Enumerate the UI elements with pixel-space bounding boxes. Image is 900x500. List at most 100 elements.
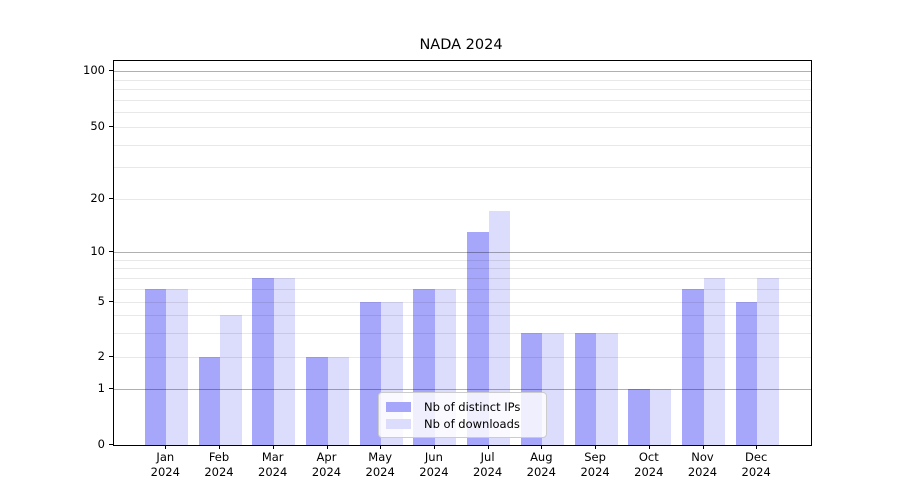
x-tick-month: Feb	[208, 450, 230, 464]
x-tick-label: Oct 2024	[617, 450, 681, 480]
bar-distinct-ips-mar	[252, 277, 274, 445]
bar-distinct-ips-apr	[306, 357, 328, 445]
x-tick-year: 2024	[580, 465, 610, 479]
gridline-major	[114, 389, 811, 390]
gridline-minor	[114, 89, 811, 90]
gridline-minor	[114, 315, 811, 316]
bar-distinct-ips-nov	[682, 288, 704, 445]
x-tick-year: 2024	[258, 465, 288, 479]
y-tick-label: 0	[97, 437, 105, 451]
x-tick-month: Oct	[638, 450, 659, 464]
legend-swatch-downloads	[386, 419, 411, 430]
plot-area	[113, 60, 812, 446]
bar-distinct-ips-may	[359, 302, 382, 445]
gridline-major	[114, 71, 811, 72]
x-tick-year: 2024	[419, 465, 449, 479]
x-tick-label: May 2024	[348, 450, 412, 480]
x-tick-year: 2024	[741, 465, 771, 479]
x-tick-mark	[219, 445, 220, 449]
gridline-minor	[114, 145, 811, 146]
x-tick-year: 2024	[204, 465, 234, 479]
x-tick-mark	[648, 445, 650, 449]
legend: Nb of distinct IPs Nb of downloads	[378, 392, 547, 438]
x-tick-label: Jan 2024	[133, 450, 197, 480]
gridline-minor	[114, 302, 811, 303]
y-tick-mark	[109, 251, 113, 252]
x-tick-label: Jun 2024	[402, 450, 466, 480]
gridline-minor	[114, 199, 811, 200]
x-tick-month: Nov	[691, 450, 714, 464]
y-tick-label: 1	[97, 381, 105, 395]
gridline-major	[114, 252, 811, 253]
x-tick-month: Mar	[261, 450, 284, 464]
x-tick-mark	[702, 445, 704, 449]
gridline-minor	[114, 127, 811, 128]
y-tick-mark	[109, 198, 113, 199]
y-tick-label: 2	[97, 349, 105, 363]
x-tick-label: Jul 2024	[456, 450, 520, 480]
gridline-minor	[114, 289, 811, 290]
x-tick-label: Nov 2024	[671, 450, 735, 480]
x-tick-label: Apr 2024	[295, 450, 359, 480]
y-tick-mark	[109, 356, 113, 357]
legend-swatch-distinct-ips	[386, 401, 411, 412]
x-tick-label: Aug 2024	[509, 450, 573, 480]
bar-downloads-dec	[757, 277, 779, 445]
x-tick-label: Dec 2024	[724, 450, 788, 480]
bar-downloads-oct	[649, 389, 672, 445]
x-tick-mark	[595, 445, 597, 449]
y-tick-mark	[109, 444, 113, 445]
legend-label-downloads: Nb of downloads	[424, 417, 520, 432]
y-tick-label: 100	[83, 63, 105, 77]
bar-distinct-ips-jan	[144, 288, 167, 445]
x-tick-year: 2024	[472, 465, 503, 479]
bar-distinct-ips-jul	[467, 231, 489, 445]
gridline-minor	[114, 278, 811, 279]
x-tick-year: 2024	[634, 465, 664, 479]
y-tick-label: 5	[97, 294, 105, 308]
bar-downloads-mar	[273, 277, 296, 445]
x-tick-mark	[756, 445, 758, 449]
legend-label-distinct-ips: Nb of distinct IPs	[424, 399, 521, 414]
bar-downloads-aug	[542, 332, 564, 445]
x-tick-mark	[326, 445, 328, 449]
x-tick-year: 2024	[311, 465, 342, 479]
gridline-minor	[114, 357, 811, 358]
x-tick-mark	[272, 445, 274, 449]
bar-distinct-ips-sep	[574, 332, 597, 445]
gridline-minor	[114, 167, 811, 168]
y-tick-label: 20	[90, 191, 105, 205]
gridline-minor	[114, 333, 811, 334]
y-tick-mark	[109, 301, 113, 302]
x-tick-label: Feb 2024	[187, 450, 251, 480]
x-tick-month: Jun	[424, 450, 443, 464]
bar-downloads-jul	[488, 211, 511, 445]
bar-downloads-feb	[220, 315, 242, 445]
x-tick-label: Mar 2024	[241, 450, 305, 480]
x-tick-month: Aug	[530, 450, 553, 464]
bar-distinct-ips-oct	[628, 389, 650, 445]
gridline-minor	[114, 260, 811, 261]
chart-title: NADA 2024	[419, 37, 503, 53]
y-tick-mark	[109, 388, 113, 389]
gridline-minor	[114, 100, 811, 101]
y-tick-mark	[109, 126, 113, 127]
y-tick-mark	[109, 70, 113, 71]
bar-downloads-apr	[327, 357, 349, 445]
bar-downloads-jan	[166, 288, 188, 445]
gridline-minor	[114, 268, 811, 269]
x-tick-mark	[541, 445, 543, 449]
gridline-minor	[114, 80, 811, 81]
legend-item-distinct-ips: Nb of distinct IPs	[386, 398, 538, 416]
x-tick-month: Dec	[745, 450, 768, 464]
x-tick-year: 2024	[526, 465, 556, 479]
x-tick-month: Apr	[316, 450, 337, 464]
bar-downloads-nov	[703, 277, 725, 445]
x-tick-year: 2024	[365, 465, 395, 479]
x-tick-month: Jan	[156, 450, 175, 464]
x-tick-year: 2024	[150, 465, 180, 479]
x-tick-month: Sep	[584, 450, 606, 464]
x-tick-mark	[433, 445, 435, 449]
x-tick-month: Jul	[480, 450, 495, 464]
